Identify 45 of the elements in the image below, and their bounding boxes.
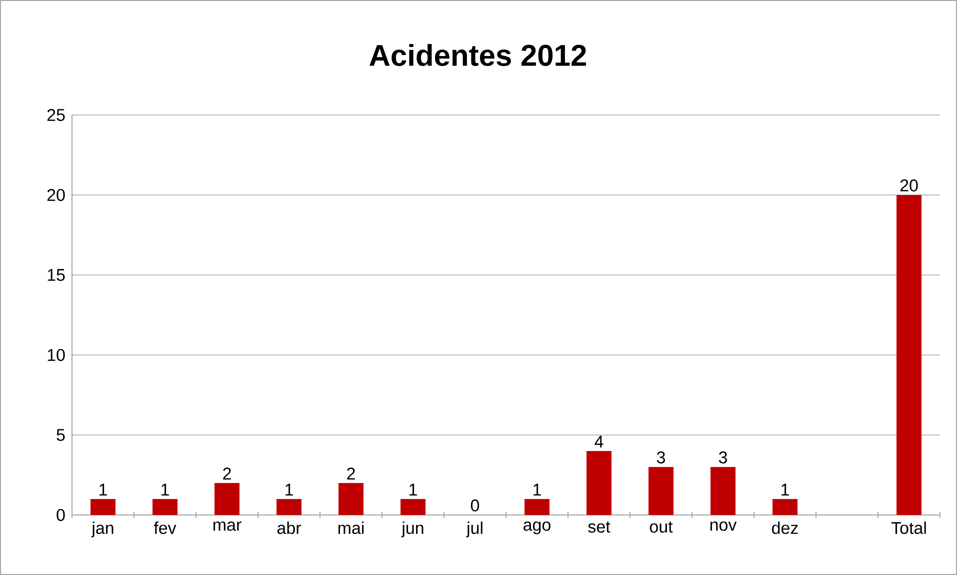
bar	[586, 451, 612, 515]
y-tick-label: 25	[47, 108, 65, 122]
data-label: 1	[100, 484, 107, 496]
bar	[214, 482, 240, 515]
x-tick-label: mai	[338, 522, 364, 534]
bar	[710, 467, 736, 515]
x-tick-label: mar	[213, 522, 242, 531]
x-tick-label: nov	[710, 522, 737, 531]
bar	[524, 499, 550, 515]
data-label: 3	[718, 451, 727, 464]
data-label: 1	[410, 484, 417, 496]
data-label: 1	[286, 484, 293, 496]
bar	[90, 499, 116, 515]
y-tick-label: 0	[56, 508, 65, 522]
x-tick-label: dez	[772, 522, 798, 534]
x-tick-label: jun	[401, 522, 424, 538]
bar	[772, 499, 798, 515]
data-label: 3	[656, 451, 665, 464]
y-tick-label: 20	[47, 188, 65, 202]
data-label: 20	[900, 179, 918, 192]
bar	[152, 499, 178, 515]
data-label: 2	[223, 468, 231, 480]
y-tick-label: 5	[56, 429, 65, 441]
y-tick-label: 10	[48, 348, 65, 362]
y-tick-label: 15	[48, 269, 65, 281]
x-tick-label: out	[650, 522, 673, 533]
data-label: 2	[347, 468, 355, 480]
data-label: 4	[594, 436, 604, 448]
chart-title: Acidentes 2012	[370, 44, 586, 66]
bar	[338, 482, 364, 515]
data-label: 1	[534, 484, 541, 496]
data-label: 0	[470, 499, 480, 512]
data-label: 1	[782, 484, 789, 496]
x-tick-label: ago	[524, 522, 550, 534]
x-tick-label: jul	[466, 522, 482, 538]
x-tick-label: set	[588, 522, 610, 533]
bar	[276, 499, 302, 515]
x-tick-label: jan	[91, 522, 114, 538]
x-tick-label: fev	[154, 522, 176, 534]
bar	[896, 194, 922, 515]
bar	[400, 499, 426, 515]
x-tick-label: Total	[891, 522, 926, 534]
data-label: 1	[162, 484, 169, 496]
bar	[648, 467, 674, 515]
x-tick-label: abr	[277, 522, 302, 534]
